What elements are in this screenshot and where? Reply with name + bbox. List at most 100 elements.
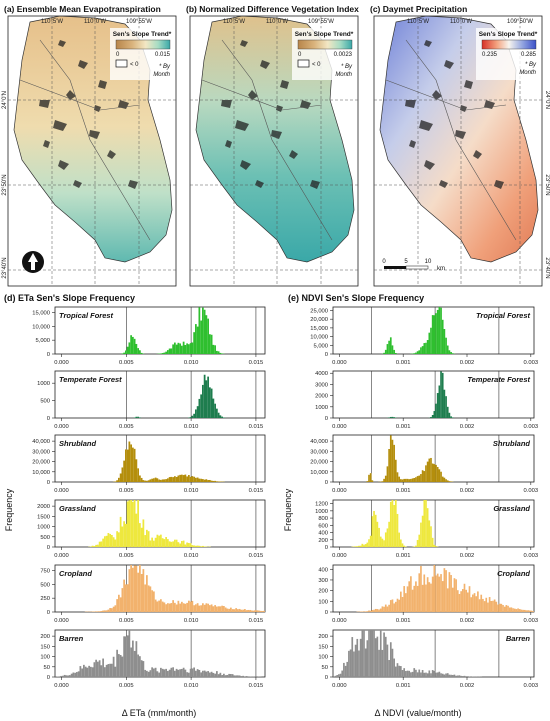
histogram-bar bbox=[478, 599, 481, 612]
histogram-bar bbox=[205, 315, 208, 354]
histogram-bar bbox=[95, 659, 97, 677]
histogram-bar bbox=[394, 601, 397, 612]
histogram-bar bbox=[195, 324, 197, 354]
y-tick-label: 0 bbox=[325, 610, 328, 616]
histogram-bar bbox=[410, 576, 412, 612]
histogram-bar bbox=[421, 584, 424, 612]
histogram-bar bbox=[498, 603, 501, 612]
histogram-bar bbox=[440, 471, 442, 482]
y-tick-label: 400 bbox=[318, 567, 328, 573]
histogram-bar bbox=[111, 608, 113, 612]
histogram-bar bbox=[181, 345, 183, 354]
histogram-bar bbox=[132, 640, 134, 677]
histogram-bar bbox=[191, 415, 194, 418]
ylabel-d: Frequency bbox=[4, 488, 14, 531]
histogram-bar bbox=[160, 353, 162, 354]
x-tick-label: 0.002 bbox=[460, 424, 475, 430]
histogram-bar bbox=[406, 478, 409, 482]
histogram-bar bbox=[182, 603, 185, 612]
histogram-bar bbox=[410, 478, 412, 482]
y-tick-label: 0 bbox=[47, 416, 50, 422]
histogram-bar bbox=[221, 416, 223, 418]
right-tick-c-0: 24°0'N bbox=[544, 91, 550, 109]
histogram-bar bbox=[408, 479, 411, 482]
histogram-bar bbox=[368, 630, 370, 677]
histogram-bar bbox=[212, 672, 215, 677]
histogram-bar bbox=[79, 666, 82, 677]
histogram-bar bbox=[130, 565, 132, 612]
panel-class-label: Shrubland bbox=[59, 439, 97, 448]
histogram-bar bbox=[393, 444, 395, 482]
histogram-bar bbox=[175, 476, 178, 482]
histogram-bar bbox=[401, 543, 404, 547]
histogram-bar bbox=[389, 416, 392, 418]
histogram-bar bbox=[369, 630, 372, 677]
y-tick-label: 0 bbox=[325, 545, 328, 551]
histogram-bar bbox=[128, 441, 131, 482]
histogram-bar bbox=[219, 672, 222, 677]
legend-note2-c: Month bbox=[519, 70, 536, 76]
histogram-panel-temperate-forest: Temperate Forest 0 1000 2000 3000 4000 0.000 0.… bbox=[315, 370, 538, 430]
x-tick-label: 0.000 bbox=[54, 683, 69, 689]
histogram-bar bbox=[90, 666, 92, 677]
histogram-bar bbox=[158, 479, 160, 482]
map-legend-c: Sen's Slope Trend* 0.235 0.285 * By Mont… bbox=[476, 28, 540, 80]
right-tick-c-2: 23°40'N bbox=[544, 257, 550, 278]
histogram-bar bbox=[107, 609, 110, 612]
histogram-bar bbox=[413, 353, 416, 354]
histogram-bar bbox=[258, 610, 260, 612]
histogram-bar bbox=[495, 601, 498, 612]
histogram-bar bbox=[100, 541, 103, 547]
map-title-c: (c) Daymet Precipitation bbox=[370, 4, 467, 14]
histogram-bar bbox=[174, 670, 176, 677]
top-tick-c-0: 110°5'W bbox=[407, 19, 429, 25]
histogram-bar bbox=[426, 577, 429, 612]
histogram-bar bbox=[423, 500, 426, 547]
histogram-bar bbox=[165, 351, 167, 354]
histogram-bar bbox=[513, 608, 516, 612]
histogram-bar bbox=[393, 349, 395, 354]
histogram-bar bbox=[433, 464, 436, 482]
histogram-bar bbox=[168, 477, 171, 482]
histogram-bar bbox=[126, 635, 129, 677]
histogram-bar bbox=[503, 606, 506, 612]
histogram-bar bbox=[216, 671, 218, 677]
histogram-bar bbox=[455, 675, 457, 677]
histogram-bar bbox=[144, 480, 146, 482]
histogram-bar bbox=[168, 541, 171, 547]
histogram-bar bbox=[453, 674, 456, 677]
histogram-bar bbox=[423, 672, 426, 677]
top-tick-b-0: 110°5'W bbox=[223, 19, 245, 25]
histogram-bar bbox=[455, 579, 457, 612]
histogram-bar bbox=[170, 348, 173, 354]
histogram-bar bbox=[74, 672, 76, 677]
histogram-bar bbox=[186, 672, 188, 677]
histogram-bar bbox=[107, 664, 110, 677]
histogram-bar bbox=[203, 604, 206, 612]
histogram-bar bbox=[460, 591, 462, 612]
histogram-bar bbox=[193, 545, 195, 547]
histogram-bar bbox=[186, 343, 188, 354]
histogram-bar bbox=[366, 640, 369, 677]
histogram-bar bbox=[235, 675, 237, 677]
histogram-bar bbox=[167, 603, 169, 612]
histogram-bar bbox=[512, 608, 514, 612]
histogram-bar bbox=[532, 611, 534, 612]
histogram-bar bbox=[109, 608, 111, 612]
histogram-bar bbox=[165, 668, 167, 677]
histogram-bar bbox=[144, 535, 146, 547]
legend-neg-label-b: < 0 bbox=[312, 62, 321, 68]
histogram-bar bbox=[384, 604, 387, 612]
histogram-bar bbox=[431, 537, 434, 547]
histogram-bar bbox=[448, 481, 451, 482]
histogram-bar bbox=[441, 581, 444, 612]
panel-frame bbox=[54, 434, 266, 483]
histogram-bar bbox=[177, 342, 180, 354]
x-tick-label: 0.000 bbox=[332, 360, 347, 366]
histogram-bar bbox=[441, 372, 444, 418]
x-tick-label: 0.005 bbox=[119, 360, 134, 366]
histogram-bar bbox=[200, 320, 202, 354]
histogram-bar bbox=[373, 630, 375, 677]
histogram-bar bbox=[116, 531, 118, 547]
histogram-bar bbox=[408, 581, 411, 612]
